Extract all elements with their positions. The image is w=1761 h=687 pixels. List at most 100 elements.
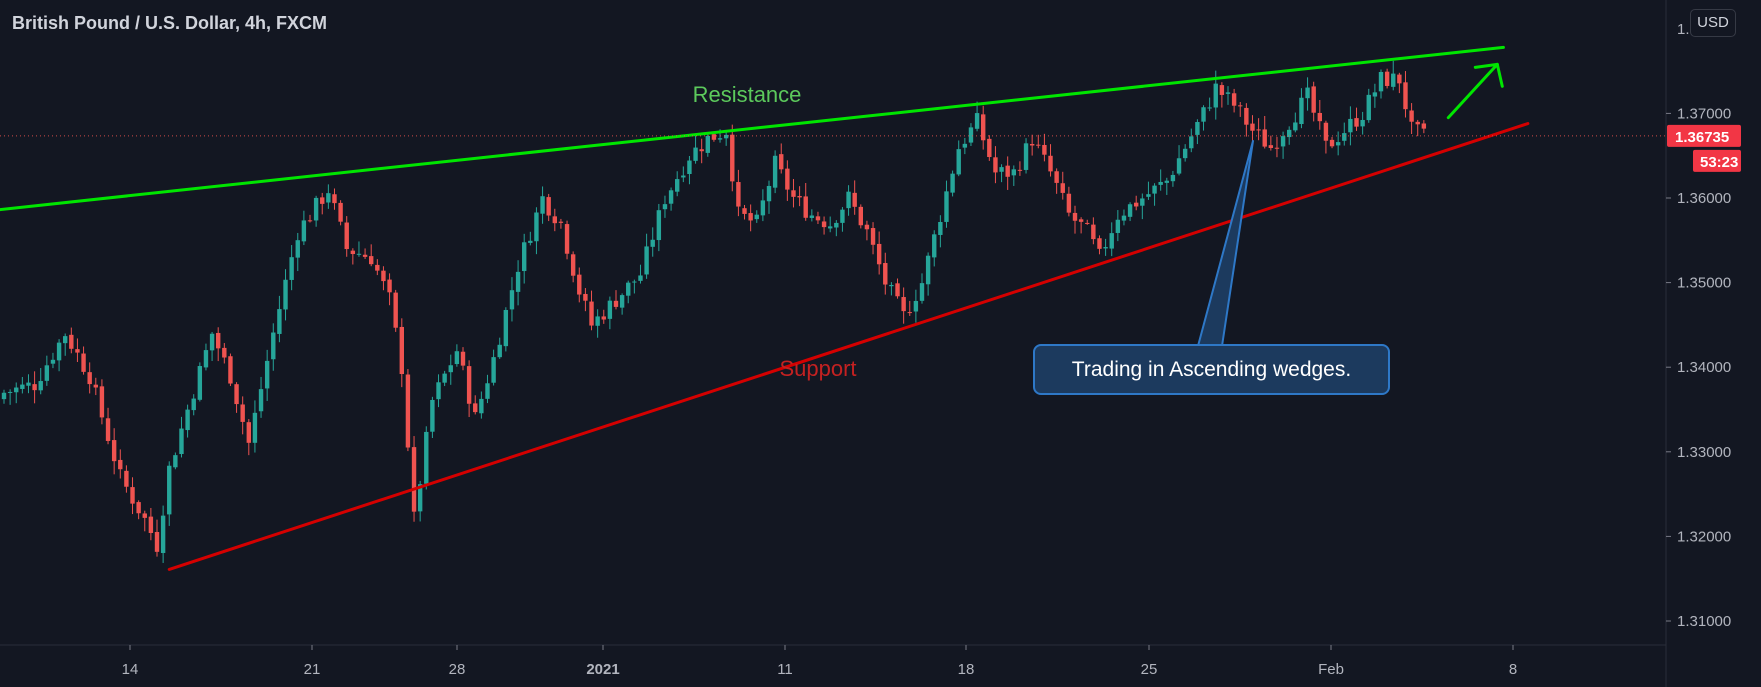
candle-body [583,293,588,301]
candle-body [1182,148,1188,159]
candle-body [668,190,674,204]
candle-body [405,374,411,448]
candle-body [1415,121,1420,125]
candle-body [387,279,392,293]
candle-body [307,220,313,222]
candle-body [1213,83,1218,108]
candle-body [675,179,680,192]
candle-body [613,300,619,307]
candle-body [1201,107,1206,122]
candle-body [1152,185,1157,194]
candle-body [466,366,472,404]
candle-body [760,200,766,216]
candle-body [968,127,974,143]
x-tick-label: 21 [304,661,321,678]
arrow-head [1473,62,1504,88]
candle-body [1140,198,1145,206]
candle-body [350,250,356,255]
candle-body [1011,169,1016,176]
candle-body [1207,107,1212,109]
candle-body [907,312,912,314]
candle-body [1042,144,1047,155]
candle-body [895,283,900,297]
candle-body [216,332,221,349]
candle-body [264,360,270,389]
candle-body [815,216,821,221]
candle-body [1268,145,1274,148]
candle-body [356,253,362,255]
candle-body [332,194,337,204]
candle-body [179,428,184,455]
candle-body [69,334,74,349]
countdown-label: 53:23 [1700,154,1738,171]
candle-body [736,182,741,207]
candle-body [901,297,906,312]
candle-body [38,381,43,391]
candle-body [1109,233,1114,249]
candle-body [1127,204,1133,217]
callout-label[interactable]: Trading in Ascending wedges. [1033,344,1390,395]
y-tick-label: 1.36000 [1677,190,1731,207]
candle-body [546,197,551,216]
candle-body [821,221,827,228]
candle-body [1262,129,1267,147]
candle-body [503,309,509,347]
candle-body [111,440,117,462]
candle-body [950,173,955,193]
candle-body [883,263,888,285]
trendline-resistance [0,45,1505,212]
candle-body [944,191,949,222]
candle-body [375,264,380,271]
candle-body [381,270,386,282]
candle-body [1134,202,1139,207]
candle-body [522,242,527,272]
candle-body [1323,122,1329,141]
candle-body [1335,142,1341,146]
candle-body [534,212,539,242]
candle-body [246,422,251,443]
price-axis[interactable]: 1.31000 1.32000 1.33000 1.34000 1.35000 1.360… [1666,21,1741,630]
x-tick-label: Feb [1318,661,1344,678]
candle-body [1,392,7,400]
candle-body [552,216,557,224]
candle-body [1378,71,1384,92]
candle-body [858,206,863,226]
candle-body [681,175,686,178]
candle-body [913,300,919,312]
candle-body [1231,93,1237,106]
candle-body [277,309,282,334]
x-tick-label: 14 [122,661,139,678]
candle-body [209,333,215,351]
candle-body [1360,119,1365,127]
candle-body [197,366,203,400]
candle-body [693,147,698,161]
candle-body [417,484,423,512]
candle-body [485,383,490,399]
currency-button[interactable]: USD [1690,9,1736,37]
y-tick-label: 1.34000 [1677,359,1731,376]
time-axis[interactable]: 14 21 28 2021 11 18 25 Feb 8 [122,645,1518,678]
candle-body [50,359,56,364]
candle-body [1409,110,1414,122]
candle-body [1176,158,1182,174]
candle-body [981,114,986,141]
candle-body [44,365,50,381]
x-tick-label: 18 [958,661,975,678]
candle-body [1244,107,1249,125]
candle-body [748,213,753,221]
candle-body [228,356,233,384]
candle-body [1066,193,1072,213]
candle-body [1097,238,1102,249]
candle-body [473,403,478,413]
candle-body [222,347,227,358]
candle-body [626,282,631,296]
candle-body [1372,92,1378,97]
candle-body [809,215,815,218]
candle-body [1023,143,1029,170]
candle-body [766,185,772,202]
y-tick-label: 1.33000 [1677,444,1731,461]
candle-body [479,398,484,414]
candle-body [1189,136,1194,149]
candle-body [442,373,447,383]
